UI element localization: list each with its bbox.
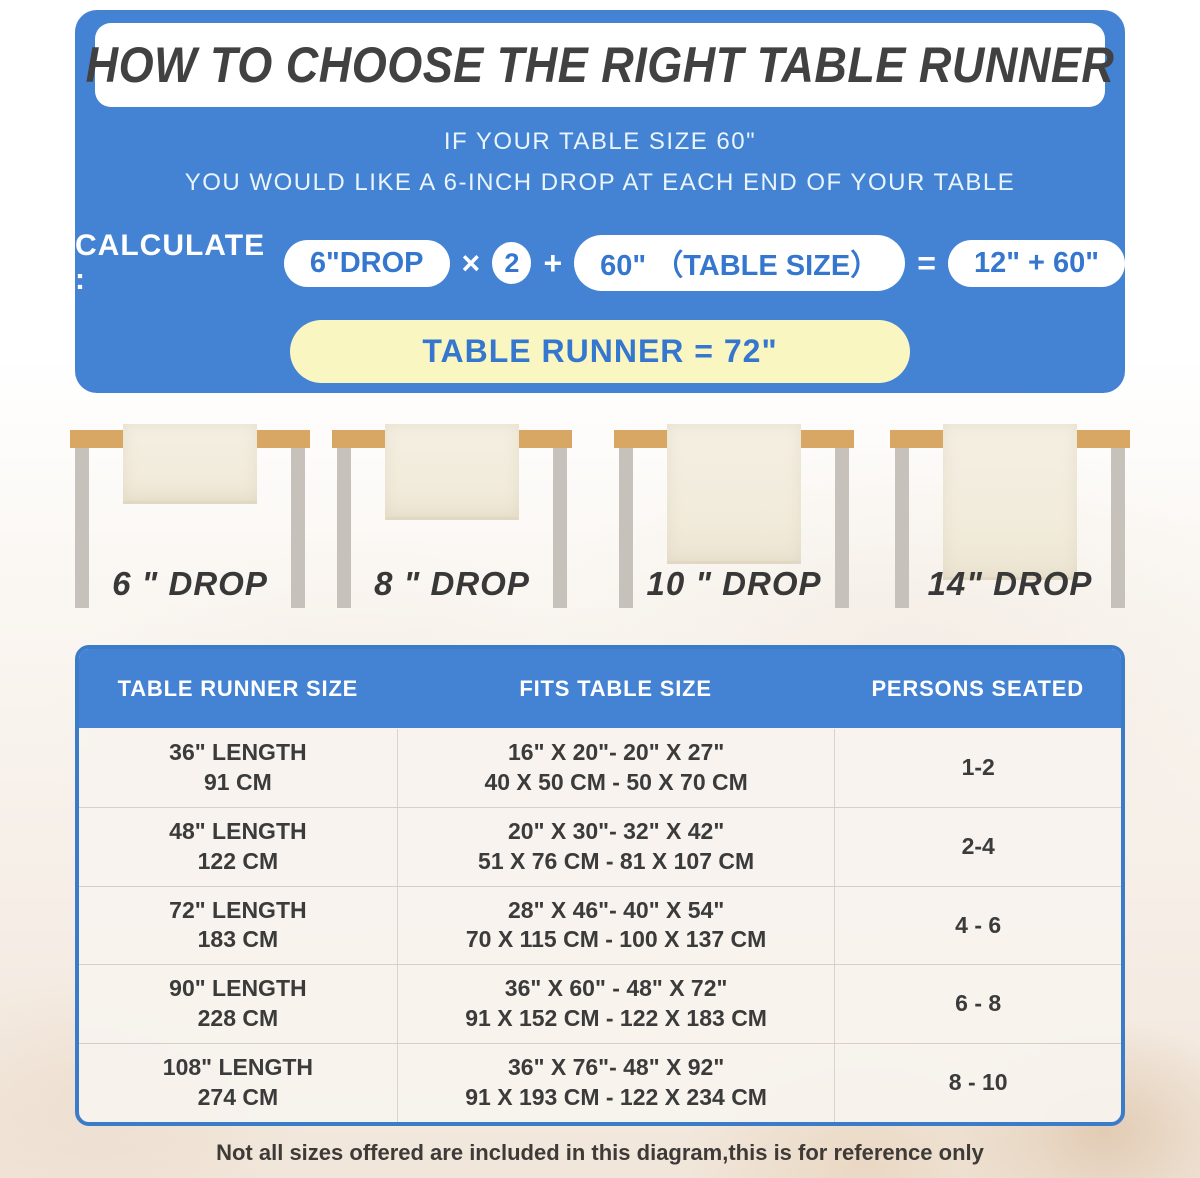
table-runner (943, 424, 1077, 580)
fits-size-cm: 70 X 115 CM - 100 X 137 CM (465, 926, 767, 953)
fits-size-cm: 40 X 50 CM - 50 X 70 CM (484, 768, 748, 795)
size-chart-panel: TABLE RUNNER SIZE FITS TABLE SIZE PERSON… (75, 645, 1125, 1126)
runner-size-cell: 108" LENGTH 274 CM (79, 1044, 397, 1122)
fits-size-cm: 91 X 193 CM - 122 X 234 CM (465, 1084, 767, 1111)
table-row: 36" LENGTH 91 CM 16" X 20"- 20" X 27" 40… (79, 728, 1121, 807)
table-row: 48" LENGTH 122 CM 20" X 30"- 32" X 42" 5… (79, 806, 1121, 886)
equals-sign: = (917, 244, 936, 281)
drop-examples-section: 6 " DROP 8 " DROP 10 " DROP 14" DROP (0, 393, 1200, 645)
header-persons-seated: PERSONS SEATED (871, 675, 1084, 701)
fits-size-cell: 36" X 60" - 48" X 72" 91 X 152 CM - 122 … (396, 965, 835, 1044)
header-runner-size: TABLE RUNNER SIZE (117, 675, 359, 701)
persons-cell: 8 - 10 (834, 1044, 1121, 1122)
drop-label: 8 " DROP (374, 565, 530, 602)
fits-size-cm: 51 X 76 CM - 81 X 107 CM (478, 847, 755, 874)
table-leg-right (1111, 448, 1125, 608)
size-chart-header-row: TABLE RUNNER SIZE FITS TABLE SIZE PERSON… (79, 649, 1121, 728)
table-row: 72" LENGTH 183 CM 28" X 46"- 40" X 54" 7… (79, 885, 1121, 965)
hero-panel: HOW TO CHOOSE THE RIGHT TABLE RUNNER IF … (75, 10, 1125, 393)
table-leg-left (619, 448, 633, 608)
runner-size-cm: 228 CM (197, 1005, 279, 1032)
fits-size-inches: 36" X 76"- 48" X 92" (507, 1054, 725, 1081)
header-fits-table-size: FITS TABLE SIZE (519, 675, 712, 701)
persons-cell: 2-4 (834, 807, 1121, 886)
subtitle-line-2: YOU WOULD LIKE A 6-INCH DROP AT EACH END… (184, 169, 1016, 196)
size-chart-body: 36" LENGTH 91 CM 16" X 20"- 20" X 27" 40… (79, 728, 1121, 1122)
table-leg-right (291, 448, 305, 608)
table-leg-right (553, 448, 567, 608)
fits-size-cell: 20" X 30"- 32" X 42" 51 X 76 CM - 81 X 1… (396, 807, 835, 886)
fits-size-inches: 36" X 60" - 48" X 72" (504, 975, 728, 1002)
page-title: HOW TO CHOOSE THE RIGHT TABLE RUNNER (85, 35, 1115, 93)
table-runner (385, 424, 519, 520)
title-banner: HOW TO CHOOSE THE RIGHT TABLE RUNNER (86, 23, 1114, 107)
runner-size-cell: 48" LENGTH 122 CM (79, 808, 397, 886)
table-size-pill: 60" （TABLE SIZE） (574, 235, 906, 291)
table-leg-right (835, 448, 849, 608)
calculate-label: CALCULATE : (75, 229, 266, 296)
drop-example-14in: 14" DROP (890, 393, 1130, 645)
multiplier-badge: 2 (492, 242, 532, 284)
drop-label: 6 " DROP (112, 565, 268, 602)
table-runner (667, 424, 801, 564)
drop-example-10in: 10 " DROP (614, 393, 854, 645)
drop-label: 10 " DROP (646, 565, 822, 602)
runner-size-cell: 36" LENGTH 91 CM (79, 729, 397, 807)
subtitle-line-1: IF YOUR TABLE SIZE 60" (443, 128, 757, 155)
runner-size-cm: 91 CM (204, 768, 272, 795)
runner-size-inches: 36" LENGTH (169, 739, 307, 765)
table-row: 90" LENGTH 228 CM 36" X 60" - 48" X 72" … (79, 964, 1121, 1044)
table-row: 108" LENGTH 274 CM 36" X 76"- 48" X 92" … (79, 1043, 1121, 1122)
persons-cell: 4 - 6 (834, 886, 1121, 965)
runner-size-inches: 90" LENGTH (169, 975, 307, 1002)
table-leg-left (895, 448, 909, 608)
runner-size-inches: 72" LENGTH (169, 896, 307, 923)
runner-size-cm: 274 CM (197, 1084, 279, 1111)
drop-example-8in: 8 " DROP (332, 393, 572, 645)
runner-size-inches: 48" LENGTH (169, 817, 307, 844)
drop-value-pill: 6"DROP (283, 239, 450, 287)
table-runner (123, 424, 257, 504)
fits-size-inches: 16" X 20"- 20" X 27" (507, 739, 725, 765)
reference-note: Not all sizes offered are included in th… (216, 1140, 984, 1165)
runner-size-cell: 72" LENGTH 183 CM (79, 887, 397, 965)
result-pill: TABLE RUNNER = 72" (290, 320, 910, 383)
runner-size-inches: 108" LENGTH (162, 1054, 313, 1081)
drop-example-6in: 6 " DROP (70, 393, 310, 645)
plus-sign: + (543, 244, 563, 281)
fits-size-cell: 28" X 46"- 40" X 54" 70 X 115 CM - 100 X… (396, 886, 835, 965)
calculation-row: CALCULATE : 6"DROP × 2 + 60" （TABLE SIZE… (75, 229, 1125, 297)
fits-size-inches: 20" X 30"- 32" X 42" (507, 817, 725, 844)
runner-size-cm: 122 CM (197, 847, 279, 874)
fits-size-cm: 91 X 152 CM - 122 X 183 CM (465, 1005, 767, 1032)
runner-size-cell: 90" LENGTH 228 CM (79, 965, 397, 1043)
fits-size-cell: 16" X 20"- 20" X 27" 40 X 50 CM - 50 X 7… (396, 729, 835, 807)
runner-size-cm: 183 CM (197, 926, 279, 953)
drop-label: 14" DROP (927, 565, 1093, 602)
fits-size-inches: 28" X 46"- 40" X 54" (507, 896, 725, 923)
table-leg-left (75, 448, 89, 608)
persons-cell: 6 - 8 (834, 965, 1121, 1044)
table-leg-left (337, 448, 351, 608)
fits-size-cell: 36" X 76"- 48" X 92" 91 X 193 CM - 122 X… (396, 1044, 835, 1122)
sum-pill: 12" + 60" (947, 239, 1125, 287)
persons-cell: 1-2 (834, 729, 1121, 807)
multiply-sign: × (461, 244, 481, 281)
